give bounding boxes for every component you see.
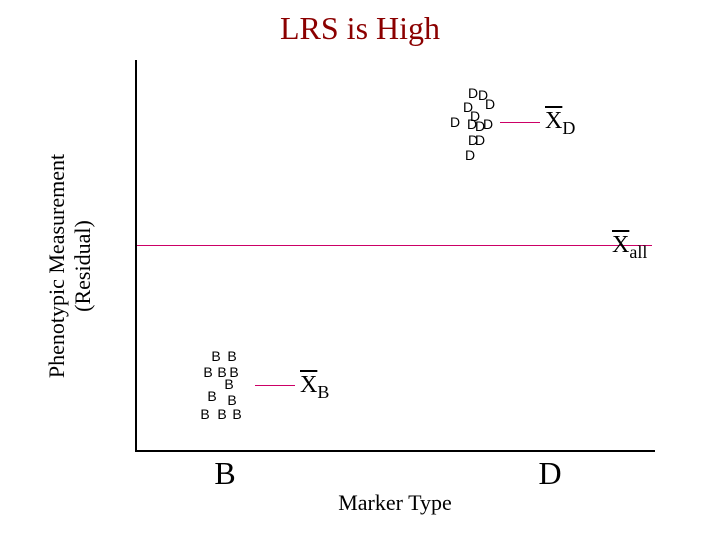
data-point-d: D	[485, 96, 495, 112]
mean-line-xall	[137, 245, 652, 246]
data-point-b: B	[207, 388, 216, 404]
chart-container: LRS is High Phenotypic Measurement (Resi…	[0, 0, 720, 540]
mean-line-xd	[500, 122, 540, 123]
data-point-d: D	[475, 132, 485, 148]
y-axis-label-line2: (Residual)	[70, 116, 96, 416]
data-point-d: D	[450, 114, 460, 130]
data-point-b: B	[224, 376, 233, 392]
y-axis-line	[135, 60, 137, 450]
y-axis-label: Phenotypic Measurement (Residual)	[44, 116, 96, 416]
mean-label-xd-sub: D	[562, 118, 575, 138]
mean-label-xd-over: X	[545, 108, 562, 134]
mean-label-xall-sub: all	[629, 242, 647, 262]
mean-label-xb-over: X	[300, 372, 317, 398]
data-point-b: B	[200, 406, 209, 422]
tick-label-d: D	[530, 455, 570, 492]
mean-line-xb	[255, 385, 295, 386]
data-point-d: D	[483, 116, 493, 132]
x-axis-line	[135, 450, 655, 452]
data-point-b: B	[211, 348, 220, 364]
mean-label-xb: XB	[300, 372, 329, 403]
chart-title: LRS is High	[0, 10, 720, 47]
data-point-b: B	[217, 406, 226, 422]
data-point-d: D	[465, 147, 475, 163]
mean-label-xall-over: X	[612, 232, 629, 258]
tick-label-b: B	[205, 455, 245, 492]
data-point-b: B	[203, 364, 212, 380]
mean-label-xd: XD	[545, 108, 575, 139]
y-axis-label-line1: Phenotypic Measurement	[44, 154, 69, 378]
x-axis-label: Marker Type	[295, 490, 495, 516]
data-point-b: B	[232, 406, 241, 422]
mean-label-xb-sub: B	[317, 382, 329, 402]
mean-label-xall: Xall	[612, 232, 647, 263]
data-point-b: B	[227, 348, 236, 364]
